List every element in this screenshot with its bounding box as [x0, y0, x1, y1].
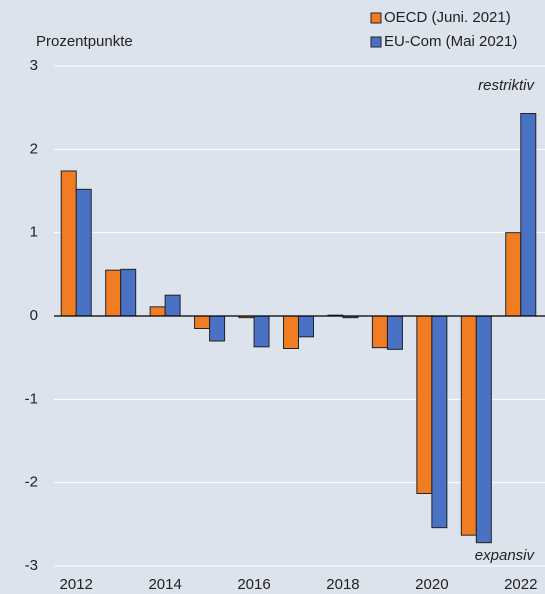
- bar: [120, 268, 137, 317]
- bar: [416, 315, 433, 494]
- bar: [475, 315, 492, 544]
- legend-swatch: [370, 36, 382, 48]
- bar: [505, 232, 522, 317]
- x-tick-label: 2014: [148, 576, 181, 593]
- bar: [149, 306, 166, 317]
- x-tick-label: 2022: [504, 576, 537, 593]
- bar: [194, 315, 211, 329]
- bar: [75, 188, 92, 317]
- bar: [460, 315, 477, 536]
- x-tick-label: 2012: [60, 576, 93, 593]
- legend-label: EU-Com (Mai 2021): [384, 33, 517, 50]
- y-axis-label: Prozentpunkte: [36, 33, 133, 50]
- x-tick-label: 2020: [415, 576, 448, 593]
- bar: [164, 294, 181, 317]
- bar: [431, 315, 448, 529]
- bar: [298, 315, 314, 338]
- y-tick-label: 2: [30, 140, 38, 157]
- annotation: expansiv: [475, 547, 536, 564]
- y-tick-label: -3: [25, 557, 38, 574]
- annotation: restriktiv: [478, 77, 535, 94]
- bar: [105, 269, 122, 317]
- bar: [209, 315, 226, 342]
- bar: [60, 170, 77, 317]
- x-tick-label: 2016: [237, 576, 270, 593]
- y-tick-label: -2: [25, 474, 38, 491]
- legend-label: OECD (Juni. 2021): [384, 9, 511, 26]
- bar: [386, 315, 403, 350]
- bar: [283, 315, 299, 349]
- y-tick-label: 1: [30, 224, 38, 241]
- bar: [371, 315, 388, 349]
- bar: [520, 113, 537, 317]
- legend-swatch: [370, 12, 382, 24]
- y-tick-label: 0: [30, 307, 38, 324]
- y-tick-label: 3: [30, 57, 38, 74]
- x-tick-label: 2018: [326, 576, 359, 593]
- bar: [253, 315, 270, 348]
- y-tick-label: -1: [25, 390, 38, 407]
